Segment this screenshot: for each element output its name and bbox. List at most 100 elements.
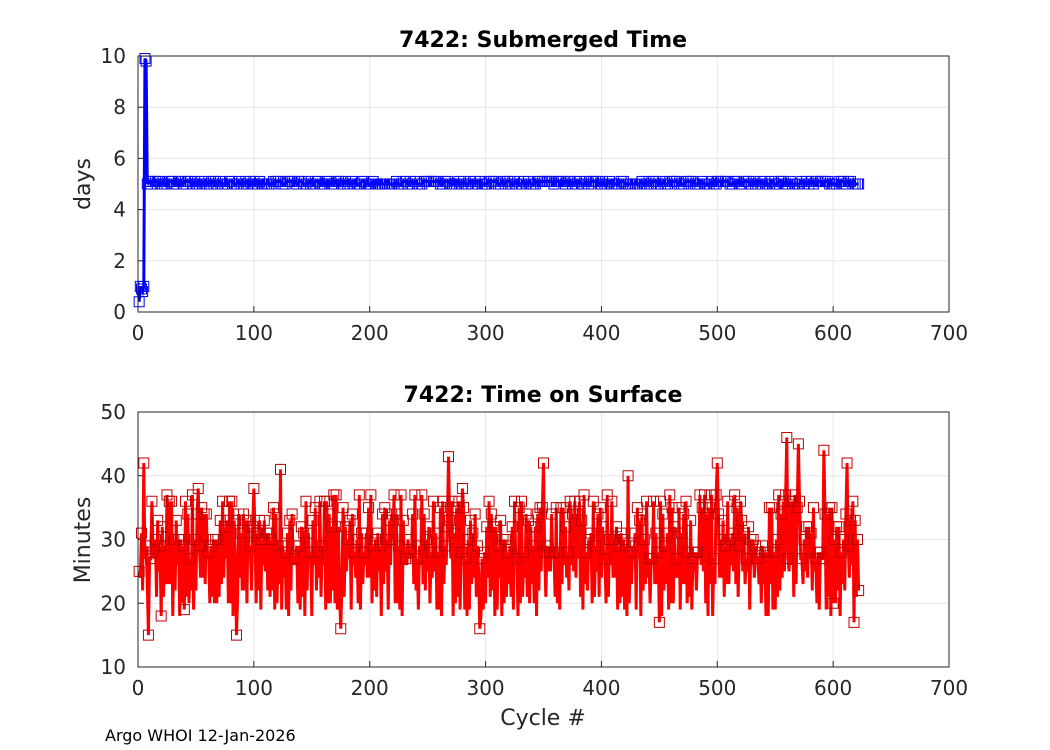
data-point-marker [661,527,673,539]
data-point-marker [627,540,639,552]
data-point-marker [527,540,539,552]
y-tick-label: 4 [113,198,126,222]
data-point-marker [427,495,439,507]
data-point-marker [418,508,430,520]
data-point-marker [653,616,665,628]
data-point-marker [135,527,147,539]
data-point-marker [342,534,354,545]
data-point-marker [365,489,377,501]
data-point-marker [372,527,384,539]
data-point-marker [414,540,426,552]
data-point-marker [200,508,212,520]
data-point-marker [302,527,314,539]
data-point-marker [474,623,486,635]
footer-credit: Argo WHOI 12-Jan-2026 [105,726,296,745]
data-point-marker [159,540,171,552]
data-point-marker [416,489,428,501]
data-point-marker [367,540,379,552]
data-point-marker [794,495,806,507]
data-point-marker [515,495,527,507]
data-point-marker [851,534,863,545]
data-point-marker [248,483,260,494]
data-point-marker [363,502,375,514]
data-point-marker [186,489,198,501]
data-point-marker [761,546,773,558]
data-point-marker [145,553,157,565]
data-point-marker [671,553,683,565]
data-point-marker [263,527,275,539]
data-point-marker [316,540,328,552]
x-tick-label: 0 [132,676,145,700]
data-point-marker [383,514,395,526]
submerged-time-chart: 7422: Submerged Time days 0 100 200 300 400 5… [71,28,968,345]
data-point-marker [675,527,687,539]
data-point-marker [307,514,319,526]
data-point-marker [495,514,507,526]
data-point-marker [659,540,671,552]
data-point-marker [652,546,664,558]
data-point-marker [288,553,300,565]
data-point-marker [636,508,648,520]
data-point-marker [606,495,618,507]
data-point-marker [358,546,370,558]
data-point-marker [733,540,745,552]
data-point-marker [580,546,592,558]
x-tick-label: 500 [698,321,736,345]
data-point-marker [781,432,793,443]
data-point-marker [740,553,752,565]
tick-labels: 0 100 200 300 400 500 600 700 10 20 30 40 50 [101,400,969,700]
x-tick-label: 600 [814,676,852,700]
data-point-marker [270,508,282,520]
data-point-marker [518,546,530,558]
data-point-marker [217,495,229,507]
data-point-marker [235,527,247,539]
data-point-marker [395,489,407,501]
data-point-marker [279,546,291,558]
x-tick-label: 200 [351,321,389,345]
data-point-marker [323,508,335,520]
data-point-marker [147,546,159,558]
data-point-marker [138,280,150,292]
data-point-marker [458,502,470,514]
y-tick-label: 2 [113,249,126,273]
x-tick-label: 600 [814,321,852,345]
data-point-marker [379,502,391,514]
data-point-marker [743,521,755,533]
y-axis-label: days [71,158,96,210]
data-point-marker [513,502,525,514]
data-point-marker [430,527,442,539]
data-point-marker [768,546,780,558]
x-tick-label: 100 [235,676,273,700]
data-point-marker [847,495,859,507]
data-point-marker [451,502,463,514]
data-point-marker [170,514,182,526]
data-point-marker [634,514,646,526]
data-point-marker [752,553,764,565]
data-point-marker [717,514,729,526]
data-point-marker [346,508,358,520]
data-point-marker [460,553,472,565]
y-tick-label: 50 [101,400,126,424]
data-point-marker [471,540,483,552]
data-point-marker [805,527,817,539]
data-point-marker [594,502,606,514]
data-point-marker [230,629,242,641]
x-tick-label: 300 [466,676,504,700]
data-point-marker [590,540,602,552]
data-point-marker [360,527,372,539]
data-point-marker [849,514,861,526]
data-point-marker [265,534,277,545]
data-point-marker [180,495,191,507]
data-point-marker [722,495,734,507]
data-point-marker [448,527,460,539]
plot-area [133,53,865,308]
data-point-marker [295,521,307,533]
data-point-marker [506,521,518,533]
data-point-marker [390,508,402,520]
data-point-marker [615,527,627,539]
y-tick-label: 20 [101,591,126,615]
data-point-marker [557,502,569,514]
data-point-marker [541,540,553,552]
data-point-marker [139,53,151,65]
data-point-marker [178,604,190,616]
